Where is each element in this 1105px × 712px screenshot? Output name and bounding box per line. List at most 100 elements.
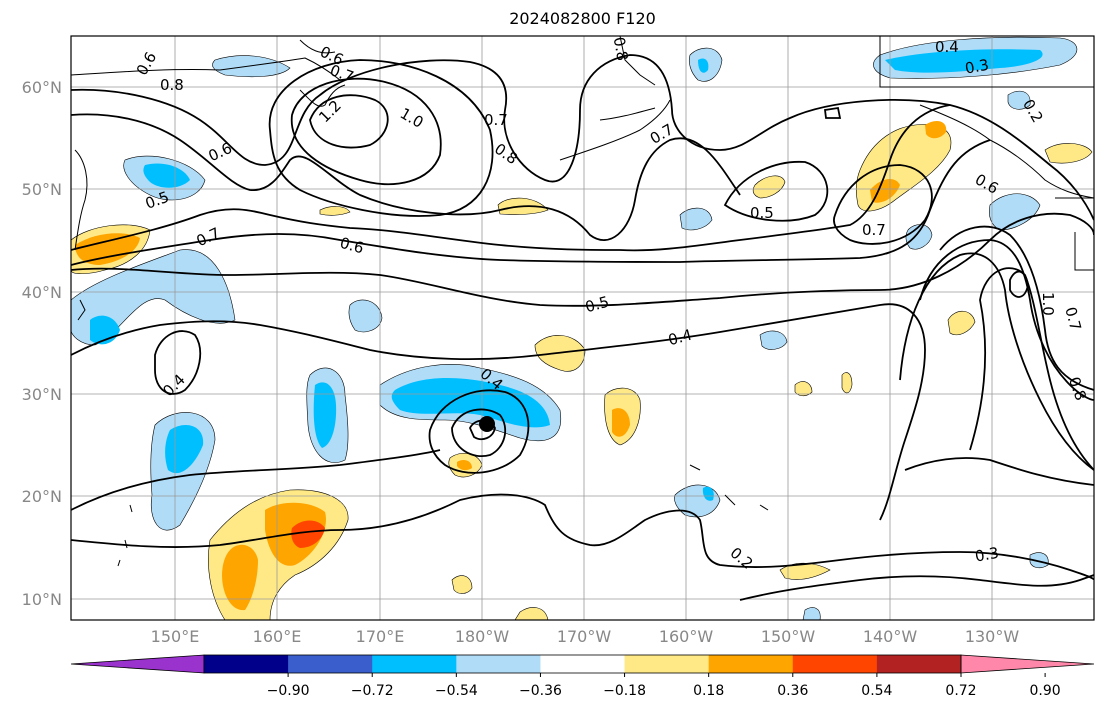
lon-label: 140°W xyxy=(863,627,918,646)
field-lightblue xyxy=(348,299,383,333)
colorbar-tick-label: −0.18 xyxy=(603,683,646,699)
contour-label: 0.4 xyxy=(935,38,959,56)
contour-label: 0.3 xyxy=(964,56,991,78)
lon-label: 160°E xyxy=(253,627,302,646)
field-yellow xyxy=(779,562,831,580)
map-area: 0.6 0.8 0.6 0.7 1.2 1.0 0.7 0.8 0.6 0.5 … xyxy=(71,36,1094,620)
lat-label: 20°N xyxy=(22,487,62,506)
colorbar-bin xyxy=(708,655,794,673)
colorbar-tick-label: 0.72 xyxy=(945,683,976,699)
field-lightblue xyxy=(989,193,1041,231)
field-orange xyxy=(870,178,900,203)
contour-label: 0.3 xyxy=(974,544,1001,566)
low-center-marker xyxy=(479,416,495,432)
contour-label: 0.7 xyxy=(1061,305,1085,333)
contour-label: 0.6 xyxy=(338,234,366,258)
field-lightblue xyxy=(674,484,721,518)
chart-title: 2024082800 F120 xyxy=(509,9,656,28)
graticule xyxy=(71,36,1094,620)
contour-label: 0.6 xyxy=(972,170,1002,198)
field-cyan xyxy=(885,49,1043,73)
contour-label: 0.8 xyxy=(1065,374,1090,403)
field-orange xyxy=(925,120,947,139)
lon-axis: 150°E 160°E 170°E 180°W 170°W 160°W 150°… xyxy=(151,627,1020,646)
lon-label: 160°W xyxy=(659,627,714,646)
field-lightblue xyxy=(905,224,933,250)
field-lightblue xyxy=(759,330,788,350)
colorbar-bin xyxy=(876,655,962,673)
field-lightblue xyxy=(1007,90,1031,110)
lat-axis: 60°N 50°N 40°N 30°N 20°N 10°N xyxy=(22,78,62,609)
colorbar-tick-label: −0.72 xyxy=(351,683,394,699)
contour-label: 0.2 xyxy=(727,544,757,573)
colorbar-bin xyxy=(204,655,289,673)
lon-label: 170°E xyxy=(356,627,405,646)
lon-label: 180°W xyxy=(455,627,510,646)
contour-label: 1.0 xyxy=(1039,292,1057,316)
contour-label: 1.2 xyxy=(315,97,345,127)
field-yellow xyxy=(752,175,786,199)
lon-label: 170°W xyxy=(557,627,612,646)
colorbar-tick-label: 0.36 xyxy=(777,683,808,699)
colorbar-bin xyxy=(288,655,373,673)
lon-label: 130°W xyxy=(965,627,1020,646)
colorbar-bin xyxy=(624,655,710,673)
field-redorange xyxy=(291,520,325,548)
field-orange xyxy=(612,408,630,437)
contour-label: 0.6 xyxy=(133,49,161,79)
lat-label: 40°N xyxy=(22,283,62,302)
contour-label: 0.8 xyxy=(491,140,521,168)
field-cyan xyxy=(143,163,190,188)
colorbar-bin xyxy=(372,655,457,673)
field-cyan xyxy=(391,378,550,428)
colorbar-tick-label: −0.36 xyxy=(519,683,562,699)
shaded-fields xyxy=(71,36,1093,620)
field-yellow xyxy=(514,607,549,620)
contour-label: 0.8 xyxy=(610,36,632,63)
lon-label: 150°E xyxy=(151,627,200,646)
coastlines xyxy=(71,36,1094,567)
colorbar-bin xyxy=(540,655,626,673)
contour-label: 0.4 xyxy=(159,371,189,401)
colorbar-bin xyxy=(456,655,541,673)
contour-label: 0.6 xyxy=(206,139,235,165)
field-cyan xyxy=(313,382,337,448)
contour-label: 0.7 xyxy=(194,224,223,250)
field-cyan xyxy=(698,58,709,73)
contour-label: 0.5 xyxy=(750,204,774,222)
field-yellow xyxy=(841,372,853,394)
contour-label: 0.7 xyxy=(484,111,508,129)
colorbar-tick-label: 0.54 xyxy=(861,683,892,699)
field-yellow xyxy=(319,206,351,216)
contour-label: 0.7 xyxy=(862,221,886,239)
contour-label: 1.0 xyxy=(397,104,427,132)
field-orange xyxy=(75,233,140,265)
lat-label: 50°N xyxy=(22,180,62,199)
lat-label: 60°N xyxy=(22,78,62,97)
colorbar-extend-high xyxy=(960,654,1095,674)
colorbar-tick-label: −0.54 xyxy=(435,683,478,699)
map-frame xyxy=(70,35,1095,621)
contour-label: 0.8 xyxy=(160,76,184,94)
field-orange xyxy=(222,544,258,611)
lon-label: 150°W xyxy=(761,627,816,646)
lat-label: 10°N xyxy=(22,590,62,609)
colorbar-outline xyxy=(203,654,962,674)
colorbar-extend-low xyxy=(70,654,205,674)
contour-lines xyxy=(71,54,1094,601)
colorbar-tick-label: 0.90 xyxy=(1030,683,1061,699)
contour-label: 0.4 xyxy=(666,326,694,350)
colorbar-bin xyxy=(792,655,878,673)
field-yellow xyxy=(451,575,473,594)
colorbar: −0.90 −0.72 −0.54 −0.36 −0.18 0.18 0.36 0.54 0.7… xyxy=(70,654,1095,699)
field-cyan xyxy=(702,486,714,501)
contour-label: 0.5 xyxy=(583,293,611,317)
field-lightblue xyxy=(679,207,713,231)
field-lightblue xyxy=(802,607,821,620)
field-yellow xyxy=(1044,143,1093,164)
contour-label: 0.7 xyxy=(647,120,677,148)
field-yellow xyxy=(947,310,976,336)
colorbar-tick-label: 0.18 xyxy=(693,683,724,699)
lat-label: 30°N xyxy=(22,385,62,404)
